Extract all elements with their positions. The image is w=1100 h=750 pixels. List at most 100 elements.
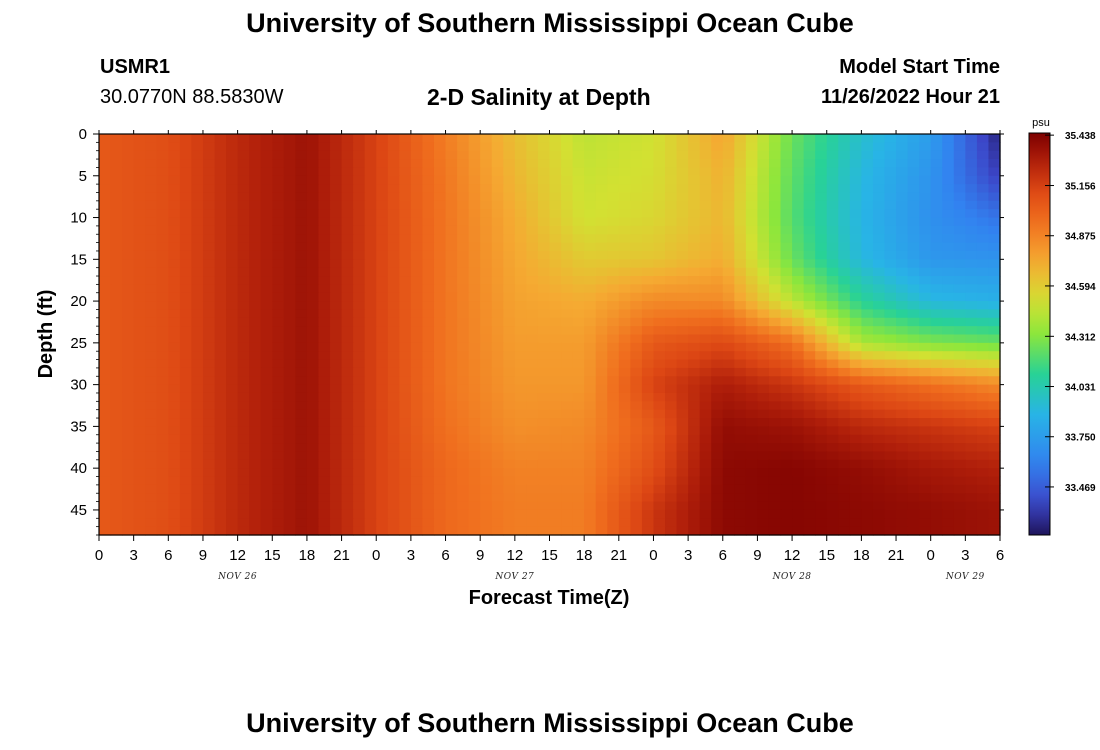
heatmap-cell (99, 225, 112, 235)
heatmap-cell (768, 225, 782, 235)
heatmap-cell (711, 192, 724, 202)
heatmap-cell (792, 159, 805, 169)
heatmap-cell (953, 518, 966, 528)
heatmap-cell (387, 234, 400, 244)
heatmap-cell (630, 526, 643, 536)
heatmap-cell (283, 134, 296, 143)
heatmap-cell (572, 209, 585, 219)
heatmap-cell (330, 342, 343, 352)
heatmap-cell (849, 443, 862, 453)
heatmap-cell (849, 426, 862, 436)
heatmap-cell (387, 250, 400, 260)
heatmap-cell (318, 209, 331, 219)
heatmap-cell (202, 267, 216, 277)
heatmap-cell (214, 284, 227, 294)
heatmap-cell (387, 209, 400, 219)
heatmap-cell (965, 501, 978, 511)
heatmap-cell (745, 493, 759, 503)
heatmap-cell (618, 367, 631, 377)
heatmap-cell (768, 459, 782, 469)
heatmap-cell (930, 342, 943, 352)
heatmap-cell (353, 267, 366, 277)
heatmap-cell (584, 418, 597, 427)
heatmap-cell (953, 401, 966, 411)
heatmap-cell (872, 518, 886, 528)
heatmap-cell (179, 426, 193, 436)
heatmap-cell (306, 234, 320, 244)
heatmap-cell (757, 242, 770, 252)
heatmap-cell (618, 234, 631, 244)
heatmap-cell (826, 192, 839, 202)
heatmap-cell (306, 376, 320, 386)
heatmap-cell (722, 367, 735, 377)
heatmap-cell (745, 292, 759, 302)
x-tick-label: 21 (888, 547, 905, 564)
heatmap-cell (480, 150, 493, 160)
heatmap-cell (849, 301, 862, 311)
heatmap-cell (965, 518, 978, 528)
heatmap-cell (283, 334, 296, 344)
heatmap-cell (561, 326, 574, 336)
heatmap-cell (826, 225, 839, 235)
heatmap-cell (480, 134, 493, 143)
heatmap-cell (387, 376, 400, 386)
heatmap-cell (803, 267, 816, 277)
heatmap-cell (295, 493, 308, 503)
heatmap-cell (699, 434, 712, 444)
heatmap-cell (526, 426, 539, 436)
heatmap-cell (942, 192, 955, 202)
heatmap-cell (953, 376, 966, 386)
heatmap-cell (353, 259, 366, 269)
heatmap-cell (376, 134, 389, 143)
heatmap-cell (99, 451, 112, 461)
heatmap-cell (665, 225, 678, 235)
heatmap-cell (896, 250, 909, 260)
heatmap-cell (353, 509, 366, 519)
heatmap-cell (942, 259, 955, 269)
heatmap-cell (688, 134, 701, 143)
heatmap-cell (792, 384, 805, 394)
heatmap-cell (468, 292, 481, 302)
heatmap-cell (387, 392, 400, 402)
heatmap-cell (122, 493, 135, 503)
heatmap-cell (872, 443, 886, 453)
heatmap-cell (803, 259, 816, 269)
heatmap-cell (330, 192, 343, 202)
heatmap-cell (584, 351, 597, 361)
heatmap-cell (341, 200, 354, 210)
heatmap-cell (630, 317, 643, 327)
heatmap-cell (803, 342, 816, 352)
heatmap-cell (330, 526, 343, 536)
heatmap-cell (861, 276, 874, 285)
heatmap-cell (919, 367, 932, 377)
heatmap-cell (734, 451, 747, 461)
heatmap-cell (318, 509, 331, 519)
heatmap-cell (133, 367, 146, 377)
heatmap-cell (572, 292, 585, 302)
heatmap-cell (283, 493, 296, 503)
heatmap-cell (330, 242, 343, 252)
heatmap-cell (907, 200, 920, 210)
heatmap-cell (99, 359, 112, 369)
heatmap-cell (364, 267, 377, 277)
heatmap-cell (202, 476, 216, 486)
heatmap-cell (514, 359, 527, 369)
heatmap-cell (653, 384, 666, 394)
heatmap-cell (942, 468, 955, 478)
heatmap-cell (768, 142, 782, 152)
heatmap-cell (826, 526, 839, 536)
heatmap-cell (330, 309, 343, 319)
heatmap-cell (688, 459, 701, 469)
heatmap-cell (330, 225, 343, 235)
heatmap-cell (491, 384, 504, 394)
heatmap-cell (295, 276, 308, 285)
heatmap-cell (768, 418, 782, 427)
heatmap-cell (815, 434, 828, 444)
heatmap-cell (387, 526, 400, 536)
heatmap-cell (179, 376, 193, 386)
heatmap-cell (745, 309, 759, 319)
heatmap-cell (99, 351, 112, 361)
heatmap-cell (283, 384, 296, 394)
heatmap-cell (168, 284, 181, 294)
heatmap-cell (595, 459, 608, 469)
